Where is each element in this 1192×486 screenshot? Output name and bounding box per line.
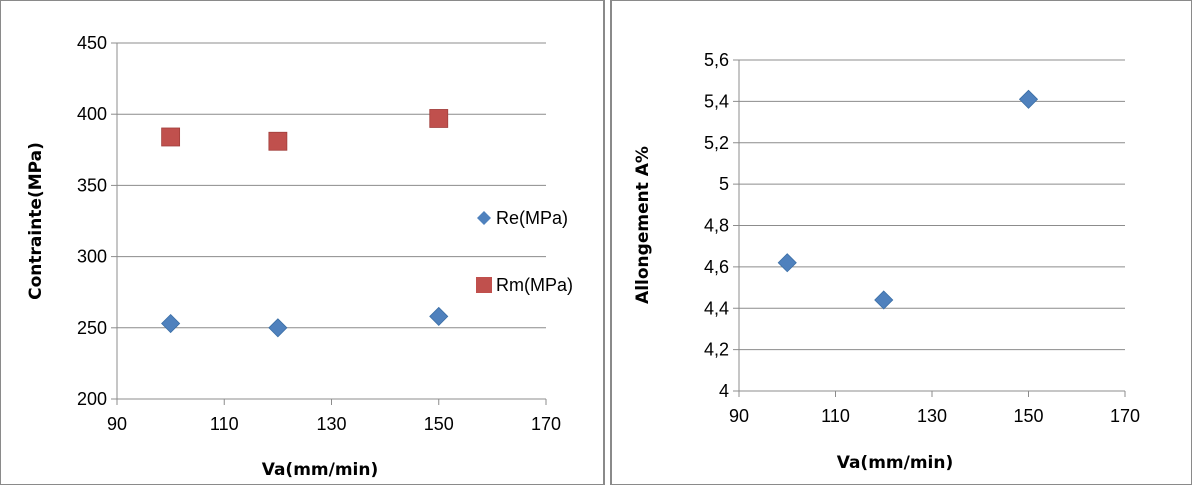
data-point-diamond xyxy=(268,318,288,338)
data-point-square xyxy=(429,109,449,128)
x-tick-label: 170 xyxy=(531,414,561,434)
x-tick-label: 150 xyxy=(424,414,454,434)
data-point-square xyxy=(161,127,181,147)
y-tick-label: 5,6 xyxy=(704,50,729,70)
data-point-diamond xyxy=(777,253,797,273)
x-axis-title: Va(mm/min) xyxy=(837,453,954,473)
y-tick-label: 4,4 xyxy=(704,298,729,318)
legend-label: Re(MPa) xyxy=(496,208,568,228)
x-tick-label: 90 xyxy=(107,414,127,434)
y-tick-label: 5,4 xyxy=(704,91,729,111)
x-axis-title: Va(mm/min) xyxy=(262,460,379,480)
x-tick-label: 110 xyxy=(210,414,239,434)
data-point-diamond xyxy=(874,290,894,310)
x-tick-label: 130 xyxy=(917,406,947,426)
y-axis-title: Contrainte(MPa) xyxy=(26,142,46,300)
x-tick-label: 110 xyxy=(821,406,850,426)
data-point-diamond xyxy=(161,313,181,334)
y-tick-label: 250 xyxy=(77,318,107,338)
y-axis-title: Allongement A% xyxy=(633,146,653,304)
x-tick-label: 130 xyxy=(316,414,346,434)
y-tick-label: 4,2 xyxy=(704,340,729,360)
chart-panel-elongation: 4 4,2 4,4 4,6 4,8 5 5,2 5,4 5,6 90 110 130 150 170 Va(… xyxy=(611,0,1192,485)
x-tick-label: 90 xyxy=(729,406,749,426)
stress-chart: 200 250 300 350 400 450 90 110 130 150 170 Va(mm/mi… xyxy=(26,33,573,480)
data-point-square xyxy=(268,131,288,151)
x-tick-label: 170 xyxy=(1110,406,1140,426)
legend-marker-square xyxy=(476,277,492,293)
legend-label: Rm(MPa) xyxy=(496,275,573,295)
data-point-diamond xyxy=(1018,89,1039,109)
legend-marker-diamond xyxy=(477,211,491,225)
y-tick-label: 4,6 xyxy=(704,257,729,277)
panel-divider xyxy=(604,0,611,485)
y-tick-label: 5 xyxy=(719,174,729,194)
y-tick-label: 5,2 xyxy=(704,133,729,153)
elongation-chart: 4 4,2 4,4 4,6 4,8 5 5,2 5,4 5,6 90 110 130 150 170 Va(… xyxy=(633,50,1140,473)
y-tick-label: 4 xyxy=(719,381,729,401)
y-tick-label: 200 xyxy=(77,389,107,409)
y-tick-label: 450 xyxy=(77,33,107,53)
y-tick-label: 4,8 xyxy=(704,216,729,236)
y-tick-label: 300 xyxy=(77,247,107,267)
data-point-diamond xyxy=(429,306,449,326)
x-tick-label: 150 xyxy=(1013,406,1043,426)
y-tick-label: 350 xyxy=(77,175,107,195)
chart-panel-stress: 200 250 300 350 400 450 90 110 130 150 170 Va(mm/mi… xyxy=(0,0,604,485)
y-tick-label: 400 xyxy=(77,104,107,124)
